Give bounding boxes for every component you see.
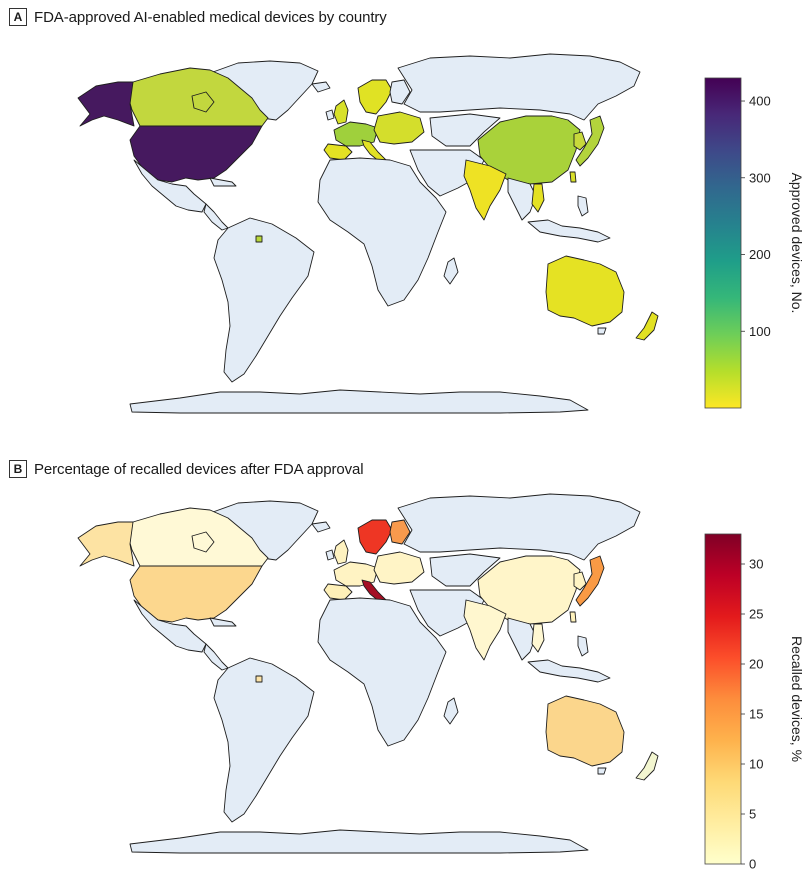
colorbar-tick-label: 5	[749, 807, 756, 822]
region-ireland	[325, 109, 335, 121]
region-uk	[333, 539, 349, 565]
colorbar-tick-label: 400	[749, 94, 771, 109]
region-uk	[333, 99, 349, 125]
region-india	[463, 159, 507, 221]
region-japan	[575, 115, 605, 167]
region-south-america	[213, 217, 315, 383]
panel-b-letter: B	[9, 460, 27, 478]
colorbar-tick-label: 100	[749, 324, 771, 339]
region-philippines	[577, 195, 589, 217]
colorbar-gradient	[704, 533, 742, 865]
colorbar-b: 0 5 10 15 20 25 30 Recalled devices, %	[704, 533, 805, 872]
colorbar-title: Recalled devices, %	[789, 636, 805, 762]
region-vietnam	[531, 183, 545, 213]
region-usa	[129, 125, 263, 183]
map-layer-b	[77, 493, 659, 854]
region-canada	[127, 67, 269, 127]
region-germany-france	[333, 121, 379, 147]
region-caribbean	[209, 617, 237, 627]
region-venezuela-dot	[255, 675, 263, 683]
region-central-asia	[429, 553, 501, 587]
region-central-america	[203, 643, 229, 671]
region-scandinavia	[357, 519, 393, 555]
panel-a-title: FDA-approved AI-enabled medical devices …	[34, 8, 387, 26]
region-taiwan	[569, 611, 577, 623]
colorbar-tick-label: 30	[749, 557, 763, 572]
colorbar-tick-label: 0	[749, 857, 756, 872]
region-central-america	[203, 203, 229, 231]
region-indonesia	[527, 659, 611, 683]
panel-a-letter: A	[9, 8, 27, 26]
region-scandinavia	[357, 79, 393, 115]
panel-b-header: B Percentage of recalled devices after F…	[9, 460, 364, 478]
region-taiwan	[569, 171, 577, 183]
region-antarctica	[129, 389, 589, 414]
region-iceland	[311, 521, 331, 533]
colorbar-title: Approved devices, No.	[789, 173, 805, 314]
region-madagascar	[443, 697, 459, 725]
region-europe	[373, 551, 425, 585]
region-south-america	[213, 657, 315, 823]
region-japan	[575, 555, 605, 607]
region-finland	[389, 519, 411, 545]
region-philippines	[577, 635, 589, 657]
region-madagascar	[443, 257, 459, 285]
region-tasmania	[597, 327, 607, 335]
panel-a-header: A FDA-approved AI-enabled medical device…	[9, 8, 387, 26]
colorbar-a: 100 200 300 400 Approved devices, No.	[704, 77, 805, 409]
region-tasmania	[597, 767, 607, 775]
region-southeast-asia	[507, 617, 537, 661]
region-russia	[397, 493, 641, 561]
region-new-zealand	[635, 311, 659, 341]
region-mexico	[133, 599, 207, 653]
colorbar-tick-label: 10	[749, 757, 763, 772]
colorbar-tick-label: 20	[749, 657, 763, 672]
region-vietnam	[531, 623, 545, 653]
colorbar-tick-label: 200	[749, 247, 771, 262]
colorbar-tick-label: 300	[749, 170, 771, 185]
panel-a: A FDA-approved AI-enabled medical device…	[9, 8, 805, 414]
panel-b-title: Percentage of recalled devices after FDA…	[34, 460, 364, 478]
region-australia	[545, 255, 625, 327]
region-finland	[389, 79, 411, 105]
colorbar-tick-label: 25	[749, 607, 763, 622]
panel-b: B Percentage of recalled devices after F…	[0, 452, 810, 874]
region-africa	[317, 597, 447, 747]
region-new-zealand	[635, 751, 659, 781]
region-europe	[373, 111, 425, 145]
region-usa	[129, 565, 263, 623]
region-germany-france	[333, 561, 379, 587]
region-central-asia	[429, 113, 501, 147]
region-mexico	[133, 159, 207, 213]
region-iceland	[311, 81, 331, 93]
colorbar-tick-label: 15	[749, 707, 763, 722]
world-map-b: 0 5 10 15 20 25 30 Recalled devices, %	[77, 493, 805, 872]
region-antarctica	[129, 829, 589, 854]
region-alaska	[77, 521, 135, 567]
region-korea	[573, 571, 587, 591]
region-caribbean	[209, 177, 237, 187]
map-layer-a	[77, 53, 659, 414]
region-australia	[545, 695, 625, 767]
region-ireland	[325, 549, 335, 561]
region-india	[463, 599, 507, 661]
region-alaska	[77, 81, 135, 127]
region-africa	[317, 157, 447, 307]
region-venezuela-dot	[255, 235, 263, 243]
region-canada	[127, 507, 269, 567]
world-map-a: 100 200 300 400 Approved devices, No.	[77, 53, 805, 414]
region-southeast-asia	[507, 177, 537, 221]
region-russia	[397, 53, 641, 121]
region-korea	[573, 131, 587, 151]
region-indonesia	[527, 219, 611, 243]
colorbar-gradient	[704, 77, 742, 409]
